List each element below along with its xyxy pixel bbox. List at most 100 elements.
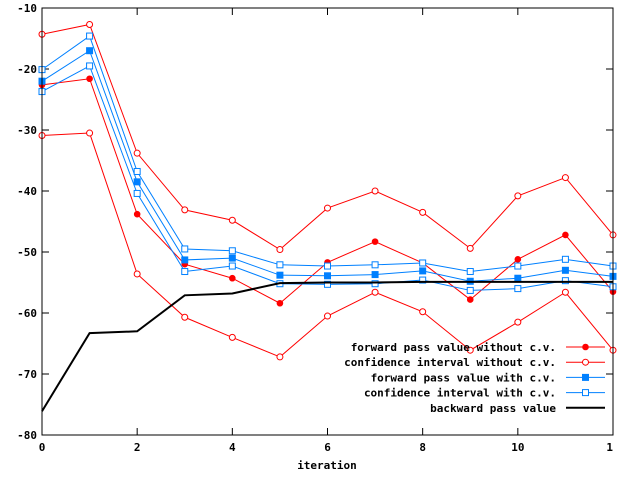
data-point	[561, 255, 569, 263]
legend-label: forward pass value without c.v.	[351, 341, 556, 354]
series-line	[41, 280, 613, 412]
data-point	[181, 206, 189, 214]
x-tick-label: 2	[134, 441, 141, 454]
data-point	[276, 246, 284, 254]
data-point	[86, 32, 94, 40]
plot-frame	[41, 7, 614, 436]
series-layer	[38, 20, 617, 412]
data-point	[419, 208, 427, 216]
data-point	[86, 20, 94, 28]
y-tick-label: -20	[17, 63, 37, 76]
data-point	[561, 266, 569, 274]
y-tick-label: -50	[17, 246, 37, 259]
x-axis-label: iteration	[297, 459, 357, 472]
series-line	[41, 65, 614, 291]
data-point	[582, 343, 589, 351]
x-tick-label: 6	[324, 441, 331, 454]
series-line	[41, 78, 614, 304]
data-point	[582, 358, 589, 366]
data-point	[561, 288, 569, 296]
data-point	[561, 277, 569, 285]
y-tick-label: -60	[17, 307, 37, 320]
data-point	[324, 280, 331, 288]
legend-label: backward pass value	[430, 402, 556, 415]
data-point	[466, 346, 474, 354]
data-point	[371, 271, 379, 279]
legend: forward pass value without c.v. confidenc…	[344, 341, 605, 415]
y-tick-label: -70	[17, 368, 37, 381]
data-point	[181, 256, 189, 264]
x-tick-label: 0	[39, 441, 46, 454]
data-point	[371, 288, 379, 296]
data-point	[324, 312, 331, 320]
data-point	[276, 261, 284, 269]
x-tick-label: 10	[511, 441, 524, 454]
series-backward-pass-value	[41, 280, 613, 412]
data-point	[86, 62, 94, 70]
data-point	[228, 216, 236, 224]
data-point	[228, 247, 236, 255]
legend-label: confidence interval without c.v.	[344, 356, 556, 369]
data-point	[276, 353, 284, 361]
data-point	[561, 174, 569, 182]
data-point	[514, 274, 522, 282]
data-point	[133, 167, 141, 175]
data-point	[86, 75, 93, 83]
data-point	[419, 308, 427, 316]
y-tick-label: -30	[17, 124, 37, 137]
ticks-layer: -80 -70 -60 -50 -40 -30 -20 -10 0 2 4 6 8 10 1	[17, 2, 614, 454]
data-point	[562, 231, 569, 239]
data-point	[133, 178, 141, 186]
series-forward-pass-value-with-c-v-	[38, 47, 617, 285]
data-point	[514, 285, 522, 293]
series-line	[41, 23, 614, 251]
data-point	[133, 149, 141, 157]
data-point	[419, 276, 427, 284]
data-point	[181, 245, 189, 253]
y-tick-label: -40	[17, 185, 37, 198]
data-point	[466, 244, 474, 252]
data-point	[86, 129, 94, 137]
data-point	[324, 272, 331, 280]
data-point	[228, 262, 236, 270]
data-point	[276, 271, 284, 279]
data-point	[514, 262, 522, 270]
legend-label: confidence interval with c.v.	[364, 387, 556, 400]
data-point	[181, 313, 189, 321]
data-point	[228, 254, 236, 262]
data-point	[181, 268, 189, 276]
data-point	[133, 189, 141, 197]
series-confidence-interval-without-c-v-	[38, 20, 617, 361]
y-tick-label: -80	[17, 429, 37, 442]
y-tick-label: -10	[17, 2, 37, 15]
data-point	[371, 261, 379, 269]
data-point	[133, 270, 141, 278]
data-point	[466, 268, 474, 276]
data-point	[228, 333, 236, 341]
data-point	[514, 192, 522, 200]
series-confidence-interval-with-c-v-	[38, 32, 617, 294]
data-point	[324, 204, 331, 212]
data-point	[466, 286, 474, 294]
data-point	[229, 274, 236, 282]
data-point	[276, 299, 284, 307]
data-point	[371, 280, 379, 288]
data-point	[324, 262, 331, 270]
x-tick-label: 8	[419, 441, 426, 454]
data-point	[371, 238, 379, 245]
data-point	[419, 259, 427, 267]
series-line	[41, 35, 614, 273]
data-point	[514, 318, 522, 326]
data-point	[86, 47, 94, 55]
data-point	[133, 210, 141, 218]
data-point	[371, 187, 379, 195]
data-point	[514, 256, 522, 263]
x-tick-label: 1	[606, 441, 613, 454]
data-point	[466, 296, 474, 303]
x-tick-label: 4	[229, 441, 236, 454]
data-point	[582, 373, 589, 381]
data-point	[582, 389, 589, 397]
data-point	[419, 267, 427, 275]
legend-label: forward pass value with c.v.	[371, 371, 556, 384]
